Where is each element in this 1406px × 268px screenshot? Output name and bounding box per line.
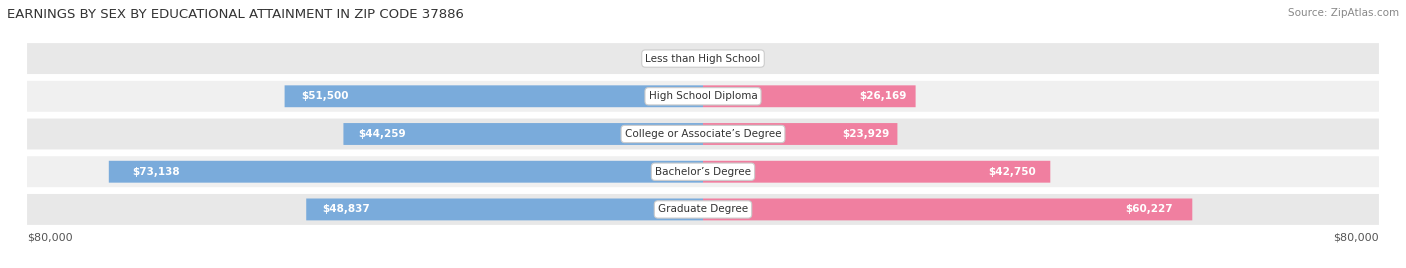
Text: $80,000: $80,000	[27, 233, 73, 243]
Text: Less than High School: Less than High School	[645, 54, 761, 64]
Text: $42,750: $42,750	[988, 167, 1036, 177]
FancyBboxPatch shape	[343, 123, 703, 145]
Text: $44,259: $44,259	[357, 129, 405, 139]
Text: EARNINGS BY SEX BY EDUCATIONAL ATTAINMENT IN ZIP CODE 37886: EARNINGS BY SEX BY EDUCATIONAL ATTAINMEN…	[7, 8, 464, 21]
FancyBboxPatch shape	[703, 123, 897, 145]
Text: $51,500: $51,500	[301, 91, 349, 101]
FancyBboxPatch shape	[27, 81, 1379, 112]
Text: $0: $0	[673, 54, 686, 64]
Text: High School Diploma: High School Diploma	[648, 91, 758, 101]
Text: Graduate Degree: Graduate Degree	[658, 204, 748, 214]
Text: $60,227: $60,227	[1125, 204, 1173, 214]
FancyBboxPatch shape	[703, 85, 915, 107]
Text: College or Associate’s Degree: College or Associate’s Degree	[624, 129, 782, 139]
FancyBboxPatch shape	[108, 161, 703, 183]
FancyBboxPatch shape	[27, 43, 1379, 74]
Text: $23,929: $23,929	[842, 129, 890, 139]
FancyBboxPatch shape	[27, 118, 1379, 150]
Text: $73,138: $73,138	[132, 167, 180, 177]
FancyBboxPatch shape	[27, 194, 1379, 225]
FancyBboxPatch shape	[703, 161, 1050, 183]
Text: $80,000: $80,000	[1333, 233, 1379, 243]
Text: Source: ZipAtlas.com: Source: ZipAtlas.com	[1288, 8, 1399, 18]
FancyBboxPatch shape	[27, 156, 1379, 187]
Text: Bachelor’s Degree: Bachelor’s Degree	[655, 167, 751, 177]
Text: $0: $0	[720, 54, 733, 64]
Text: $48,837: $48,837	[322, 204, 370, 214]
FancyBboxPatch shape	[307, 199, 703, 220]
FancyBboxPatch shape	[703, 199, 1192, 220]
FancyBboxPatch shape	[284, 85, 703, 107]
Text: $26,169: $26,169	[859, 91, 907, 101]
